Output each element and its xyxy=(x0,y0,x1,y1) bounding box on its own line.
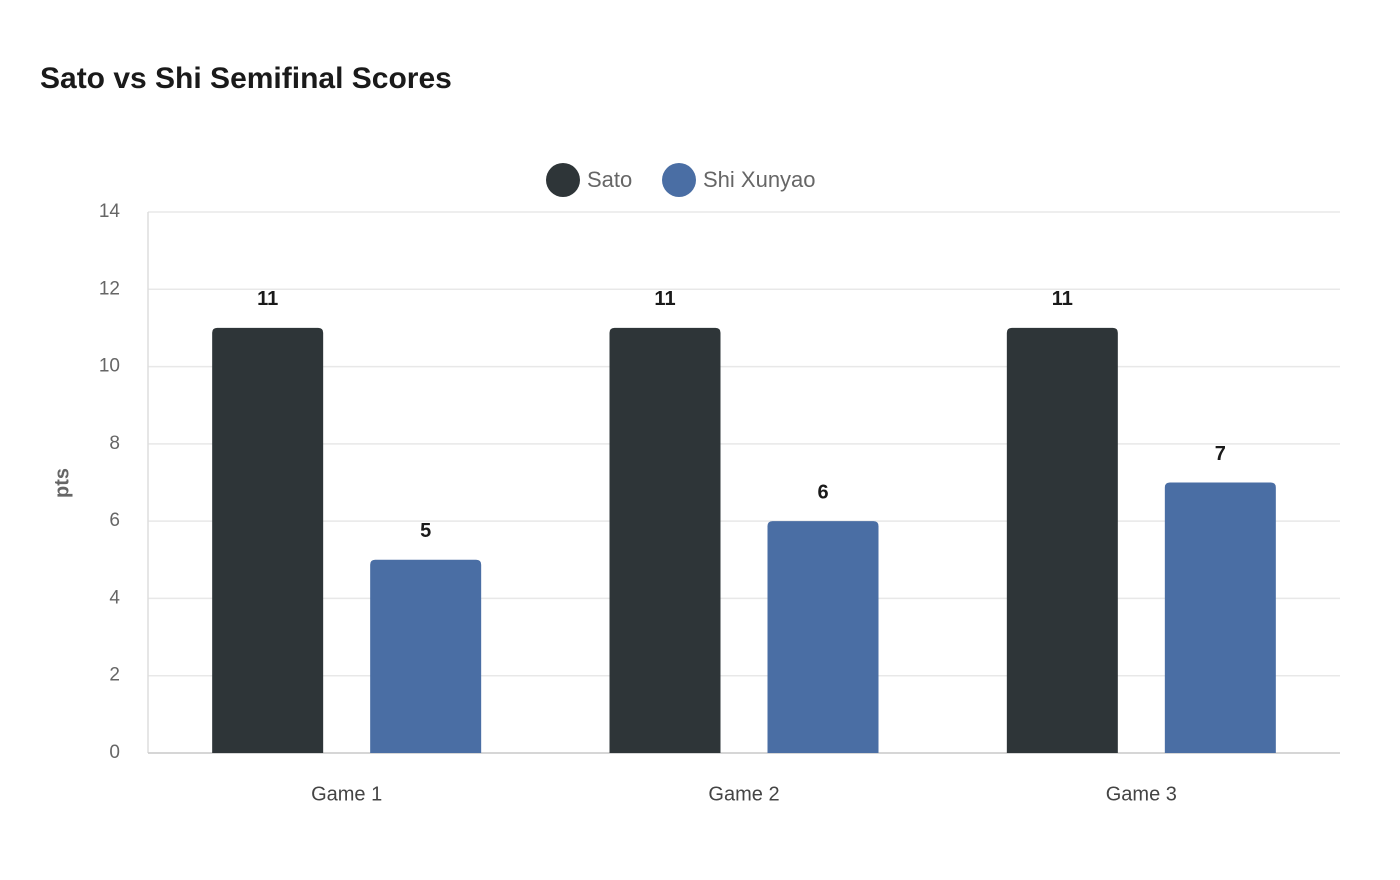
y-tick-label: 8 xyxy=(109,433,120,454)
y-tick-label: 2 xyxy=(109,665,120,686)
legend-label: Sato xyxy=(587,167,632,192)
chart-title: Sato vs Shi Semifinal Scores xyxy=(40,62,452,95)
data-label: 11 xyxy=(654,288,675,310)
legend-label: Shi Xunyao xyxy=(703,167,816,192)
legend-marker xyxy=(662,163,696,197)
data-label: 5 xyxy=(420,520,431,542)
data-label: 11 xyxy=(1052,288,1073,310)
y-tick-label: 10 xyxy=(99,356,120,377)
legend-marker xyxy=(546,163,580,197)
bar xyxy=(1164,482,1276,753)
y-tick-label: 6 xyxy=(109,510,120,531)
bar xyxy=(370,559,482,753)
x-tick-label: Game 1 xyxy=(311,783,382,805)
bar xyxy=(609,327,721,753)
bar xyxy=(767,521,879,753)
y-tick-label: 4 xyxy=(109,587,120,608)
bar xyxy=(1006,327,1118,753)
data-label: 11 xyxy=(257,288,278,310)
x-tick-label: Game 2 xyxy=(708,783,779,805)
y-tick-label: 0 xyxy=(109,742,120,763)
y-tick-label: 12 xyxy=(99,278,120,299)
data-label: 7 xyxy=(1215,443,1226,465)
y-tick-label: 14 xyxy=(99,201,121,222)
data-label: 6 xyxy=(817,481,828,503)
x-tick-label: Game 3 xyxy=(1106,783,1177,805)
y-axis-label: pts xyxy=(51,468,73,498)
bar xyxy=(212,327,324,753)
